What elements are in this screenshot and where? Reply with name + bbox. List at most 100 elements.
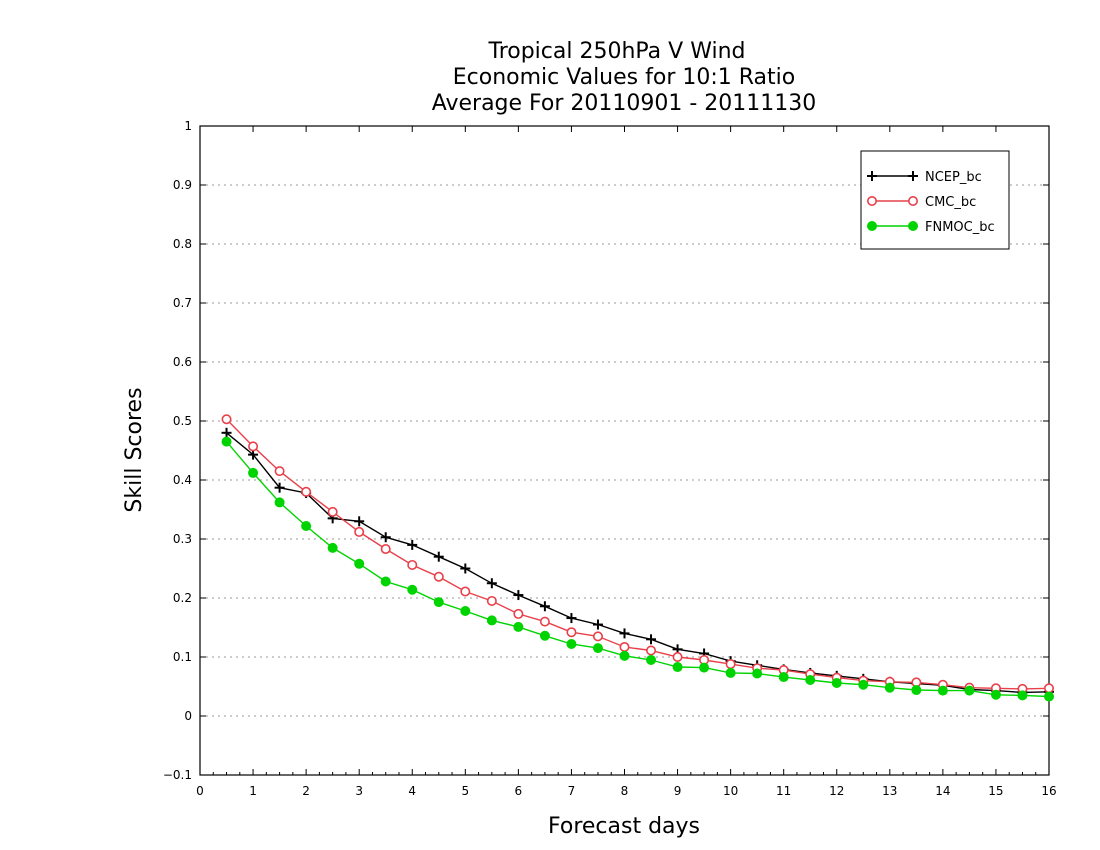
data-point <box>301 521 312 532</box>
data-point <box>221 436 232 447</box>
legend-marker <box>867 171 877 181</box>
data-point <box>460 563 471 574</box>
data-point <box>380 544 391 555</box>
data-point <box>566 613 577 624</box>
series-FNMOC_bc <box>221 436 1054 702</box>
data-point <box>354 526 365 537</box>
legend-label: FNMOC_bc <box>925 220 995 235</box>
y-tick-label: 1 <box>184 119 192 133</box>
data-point <box>858 679 869 690</box>
data-point <box>805 675 816 686</box>
data-point <box>486 578 497 589</box>
data-point <box>380 576 391 587</box>
data-point <box>619 628 630 639</box>
y-tick-label: 0 <box>184 709 192 723</box>
x-tick-label: 1 <box>249 784 257 798</box>
data-point <box>778 672 789 683</box>
data-point <box>486 595 497 606</box>
legend-label: CMC_bc <box>925 195 976 210</box>
x-tick-label: 9 <box>674 784 682 798</box>
data-point <box>646 634 657 645</box>
y-tick-label: 0.6 <box>173 355 192 369</box>
data-point <box>592 619 603 630</box>
data-point <box>672 662 683 673</box>
y-tick-label: 0.9 <box>173 178 192 192</box>
data-point <box>646 654 657 665</box>
data-point <box>274 466 285 477</box>
title-line-3: Average For 20110901 - 20111130 <box>432 91 817 116</box>
data-point <box>433 551 444 562</box>
data-point <box>592 631 603 642</box>
x-tick-label: 13 <box>882 784 897 798</box>
legend-marker <box>908 171 918 181</box>
data-point <box>248 467 259 478</box>
y-tick-label: 0.5 <box>173 414 192 428</box>
x-tick-label: 0 <box>196 784 204 798</box>
x-tick-label: 14 <box>935 784 950 798</box>
data-point <box>1044 683 1055 694</box>
data-point <box>964 685 975 696</box>
x-tick-label: 10 <box>723 784 738 798</box>
data-point <box>407 584 418 595</box>
y-tick-label: 0.7 <box>173 296 192 310</box>
series-line <box>225 418 1050 690</box>
data-point <box>619 650 630 661</box>
legend-item: NCEP_bc <box>867 170 982 185</box>
data-point <box>725 667 736 678</box>
x-tick-label: 12 <box>829 784 844 798</box>
data-point <box>539 601 550 612</box>
data-point <box>221 427 232 438</box>
y-tick-label: 0.2 <box>173 591 192 605</box>
x-tick-label: 7 <box>568 784 576 798</box>
x-axis-label: Forecast days <box>548 814 700 839</box>
data-point <box>672 651 683 662</box>
data-point <box>699 662 710 673</box>
y-tick-label: 0.1 <box>173 650 192 664</box>
data-point <box>646 645 657 656</box>
data-point <box>274 482 285 493</box>
chart-title: Tropical 250hPa V Wind Economic Values f… <box>432 39 817 116</box>
axis-ticks: −0.100.10.20.30.40.50.60.70.80.910 1 2 3 4 5 6… <box>163 119 1057 798</box>
x-tick-label: 11 <box>776 784 791 798</box>
legend-marker <box>867 221 877 231</box>
data-point <box>460 605 471 616</box>
data-point <box>592 643 603 654</box>
data-point <box>433 571 444 582</box>
data-point <box>486 615 497 626</box>
data-point <box>407 559 418 570</box>
x-tick-label: 3 <box>355 784 363 798</box>
data-point <box>725 659 736 670</box>
y-tick-label: −0.1 <box>163 768 192 782</box>
y-tick-label: 0.3 <box>173 532 192 546</box>
data-point <box>1017 690 1028 701</box>
data-point <box>539 630 550 641</box>
x-tick-label: 16 <box>1041 784 1056 798</box>
data-point <box>354 558 365 569</box>
data-point <box>354 516 365 527</box>
series-line <box>225 441 1050 698</box>
data-point <box>831 677 842 688</box>
data-point <box>513 608 524 619</box>
legend-marker <box>907 196 918 207</box>
legend-item: FNMOC_bc <box>867 220 995 235</box>
data-point <box>566 627 577 638</box>
data-point <box>380 532 391 543</box>
legend-marker <box>866 196 877 207</box>
data-point <box>911 685 922 696</box>
data-point <box>1044 691 1054 702</box>
data-point <box>221 414 232 425</box>
x-tick-label: 2 <box>302 784 310 798</box>
legend: NCEP_bc CMC_bc FNMOC_bc <box>860 150 1010 250</box>
title-line-1: Tropical 250hPa V Wind <box>487 39 745 64</box>
data-point <box>513 621 524 632</box>
data-point <box>460 586 471 597</box>
x-tick-label: 4 <box>408 784 416 798</box>
x-tick-label: 8 <box>621 784 629 798</box>
series-NCEP_bc <box>221 427 1054 698</box>
data-point <box>752 668 763 679</box>
data-point <box>937 685 948 696</box>
data-point <box>884 682 895 693</box>
data-point <box>513 590 524 601</box>
data-point <box>539 616 550 627</box>
